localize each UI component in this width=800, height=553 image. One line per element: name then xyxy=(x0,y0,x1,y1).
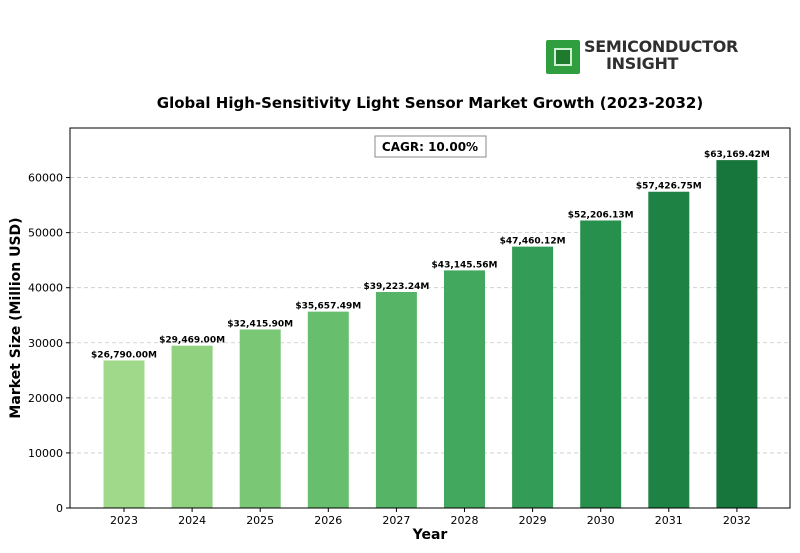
y-tick-label: 40000 xyxy=(28,282,63,295)
data-label-2029: $47,460.12M xyxy=(500,237,566,247)
x-tick-label-2023: 2023 xyxy=(110,514,138,527)
y-tick-label: 50000 xyxy=(28,227,63,240)
bar-2028 xyxy=(444,270,485,508)
bar-2027 xyxy=(375,291,417,508)
data-label-2028: $43,145.56M xyxy=(432,260,498,270)
x-tick-label-2027: 2027 xyxy=(382,514,410,527)
y-tick-label: 10000 xyxy=(28,447,63,460)
bar-2031 xyxy=(648,191,690,508)
logo-line-1: SEMICONDUCTOR xyxy=(584,37,739,56)
bars xyxy=(103,160,758,508)
y-tick-label: 0 xyxy=(56,502,63,515)
x-tick-label-2030: 2030 xyxy=(587,514,615,527)
plot-frame xyxy=(69,127,791,509)
x-tick-label-2031: 2031 xyxy=(655,514,683,527)
cagr-annotation: CAGR: 10.00% xyxy=(374,135,487,158)
x-axis-ticks: 2023 2024 2025 2026 2027 2028 2029 2030 2031 2032 xyxy=(110,508,751,527)
data-label-2032: $63,169.42M xyxy=(704,150,770,160)
logo-text: SEMICONDUCTOR INSIGHT xyxy=(584,38,738,72)
chart-title: Global High-Sensitivity Light Sensor Mar… xyxy=(157,94,703,112)
logo-line-2: INSIGHT xyxy=(606,54,679,73)
y-axis-label: Market Size (Million USD) xyxy=(8,217,24,418)
data-labels: $26,790.00M$29,469.00M$32,415.90M$35,657… xyxy=(91,150,770,360)
bar-2030 xyxy=(580,220,622,508)
bar-2024 xyxy=(171,345,213,508)
data-label-2026: $35,657.49M xyxy=(295,302,361,312)
cagr-box xyxy=(374,135,487,158)
data-label-2027: $39,223.24M xyxy=(363,282,429,292)
data-label-2030: $52,206.13M xyxy=(568,210,634,220)
x-tick-label-2032: 2032 xyxy=(723,514,751,527)
cagr-label: CAGR: 10.00% xyxy=(382,140,478,154)
bar-2029 xyxy=(512,246,554,508)
x-tick-label-2024: 2024 xyxy=(178,514,206,527)
y-tick-label: 20000 xyxy=(28,392,63,405)
data-label-2024: $29,469.00M xyxy=(159,336,225,346)
bar-2032 xyxy=(716,160,758,508)
x-tick-label-2026: 2026 xyxy=(314,514,342,527)
x-axis-label: Year xyxy=(412,527,448,543)
y-axis-ticks: 0 10000 20000 30000 40000 50000 60000 xyxy=(28,172,70,515)
x-tick-label-2029: 2029 xyxy=(519,514,547,527)
data-label-2025: $32,415.90M xyxy=(227,319,293,329)
y-tick-label: 60000 xyxy=(28,172,63,185)
bar-2023 xyxy=(103,360,145,508)
y-tick-label: 30000 xyxy=(28,337,63,350)
bar-2026 xyxy=(307,311,349,508)
semiconductor-insight-logo: SEMICONDUCTOR INSIGHT xyxy=(546,38,746,74)
chip-icon xyxy=(546,40,580,74)
bar-2025 xyxy=(239,329,281,508)
x-tick-label-2025: 2025 xyxy=(246,514,274,527)
x-tick-label-2028: 2028 xyxy=(451,514,479,527)
data-label-2023: $26,790.00M xyxy=(91,350,157,360)
data-label-2031: $57,426.75M xyxy=(636,182,702,192)
